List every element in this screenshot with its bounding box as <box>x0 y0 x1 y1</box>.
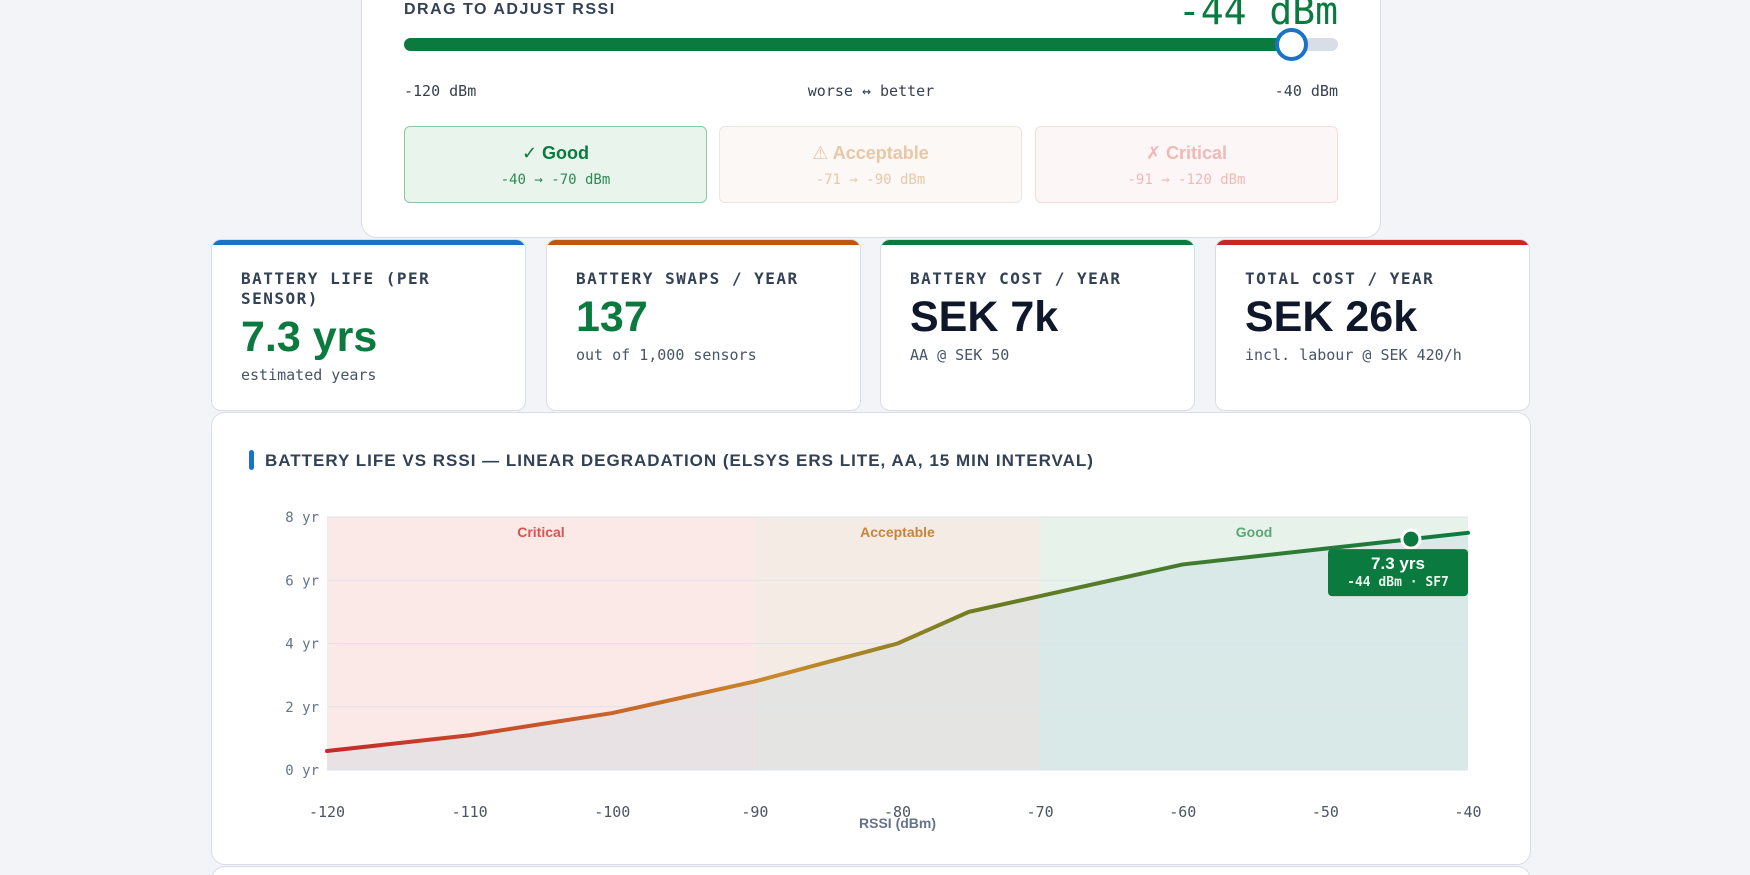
x-axis-label: RSSI (dBm) <box>859 815 936 831</box>
stat-battery-cost: BATTERY COST / YEAR SEK 7k AA @ SEK 50 <box>880 239 1195 411</box>
x-tick-label: -100 <box>594 803 630 821</box>
zone-good-button[interactable]: ✓ Good -40 → -70 dBm <box>404 126 707 203</box>
current-rssi-marker <box>1400 528 1422 550</box>
zone-good-range: -40 → -70 dBm <box>500 172 611 188</box>
rssi-value-readout: -44 dBm <box>1177 0 1338 33</box>
stat-label: BATTERY SWAPS / YEAR <box>576 269 799 288</box>
marker-tooltip-value: 7.3 yrs <box>1371 554 1425 573</box>
stat-subtext: incl. labour @ SEK 420/h <box>1245 346 1462 364</box>
stat-accent-bar <box>881 240 1194 245</box>
area-fill <box>327 532 1468 770</box>
x-tick-label: -60 <box>1169 803 1196 821</box>
x-tick-label: -120 <box>309 803 345 821</box>
zone-good-title: ✓ Good <box>521 143 590 163</box>
marker-tooltip <box>1328 549 1468 597</box>
region-label: Critical <box>517 524 564 540</box>
stat-value: 7.3 yrs <box>241 313 378 361</box>
stat-value: 137 <box>576 293 648 341</box>
x-tick-label: -50 <box>1312 803 1339 821</box>
x-tick-label: -40 <box>1454 803 1481 821</box>
region-label: Acceptable <box>860 524 935 540</box>
stat-value: SEK 26k <box>1245 293 1418 341</box>
rssi-slider-card: DRAG TO ADJUST RSSI -44 dBm -120 dBm wor… <box>361 0 1381 238</box>
y-tick-label: 2 yr <box>285 700 319 716</box>
rssi-slider-fill <box>404 38 1292 51</box>
y-tick-label: 8 yr <box>285 510 319 526</box>
scale-direction-label: worse ↔ better <box>807 82 935 100</box>
stat-accent-bar <box>1216 240 1529 245</box>
x-tick-label: -70 <box>1027 803 1054 821</box>
rssi-slider-track[interactable] <box>404 28 1338 61</box>
stat-label: BATTERY LIFE (PER SENSOR) <box>241 269 431 308</box>
scale-max-label: -40 dBm <box>1274 82 1338 100</box>
zone-acceptable-button[interactable]: ⚠ Acceptable -71 → -90 dBm <box>719 126 1022 203</box>
x-tick-label: -80 <box>884 803 911 821</box>
slider-scale: -120 dBm worse ↔ better -40 dBm <box>404 82 1338 102</box>
battery-life-chart-card: BATTERY LIFE VS RSSI — LINEAR DEGRADATIO… <box>211 412 1531 865</box>
stat-total-cost: TOTAL COST / YEAR SEK 26k incl. labour @… <box>1215 239 1530 411</box>
marker-tooltip-sublabel: -44 dBm · SF7 <box>1347 575 1449 590</box>
chart-title: BATTERY LIFE VS RSSI — LINEAR DEGRADATIO… <box>265 451 1094 470</box>
stat-subtext: AA @ SEK 50 <box>910 346 1010 364</box>
zone-critical-button[interactable]: ✗ Critical -91 → -120 dBm <box>1035 126 1338 203</box>
stat-value: SEK 7k <box>910 293 1059 341</box>
battery-life-line <box>325 530 1470 754</box>
stat-accent-bar <box>212 240 525 245</box>
x-tick-label: -110 <box>452 803 488 821</box>
y-tick-label: 4 yr <box>285 637 319 653</box>
stat-subtext: estimated years <box>241 366 377 384</box>
scale-min-label: -120 dBm <box>404 82 477 100</box>
y-tick-label: 6 yr <box>285 573 319 589</box>
next-card <box>211 866 1531 875</box>
stat-label: BATTERY COST / YEAR <box>910 269 1122 288</box>
stat-battery-life: BATTERY LIFE (PER SENSOR) 7.3 yrs estima… <box>211 239 526 411</box>
zone-critical-range: -91 → -120 dBm <box>1127 172 1246 188</box>
zone-acceptable-range: -71 → -90 dBm <box>815 172 926 188</box>
signal-zones: ✓ Good -40 → -70 dBm ⚠ Acceptable -71 → … <box>404 126 1338 203</box>
region-label: Good <box>1236 524 1273 540</box>
stat-battery-swaps: BATTERY SWAPS / YEAR 137 out of 1,000 se… <box>546 239 861 411</box>
y-tick-label: 0 yr <box>285 763 319 779</box>
stat-label: TOTAL COST / YEAR <box>1245 269 1435 288</box>
zone-critical-title: ✗ Critical <box>1145 143 1228 163</box>
battery-life-chart: Critical Acceptable Good 0 yr 2 yr 4 yr 6 yr 8 … <box>285 510 1481 831</box>
zone-acceptable-title: ⚠ Acceptable <box>812 143 929 163</box>
slider-label: DRAG TO ADJUST RSSI <box>404 1 616 18</box>
stat-accent-bar <box>547 240 860 245</box>
x-tick-label: -90 <box>741 803 768 821</box>
stat-subtext: out of 1,000 sensors <box>576 346 757 364</box>
chart-title-marker <box>249 450 254 470</box>
rssi-slider-thumb[interactable] <box>1275 28 1309 61</box>
